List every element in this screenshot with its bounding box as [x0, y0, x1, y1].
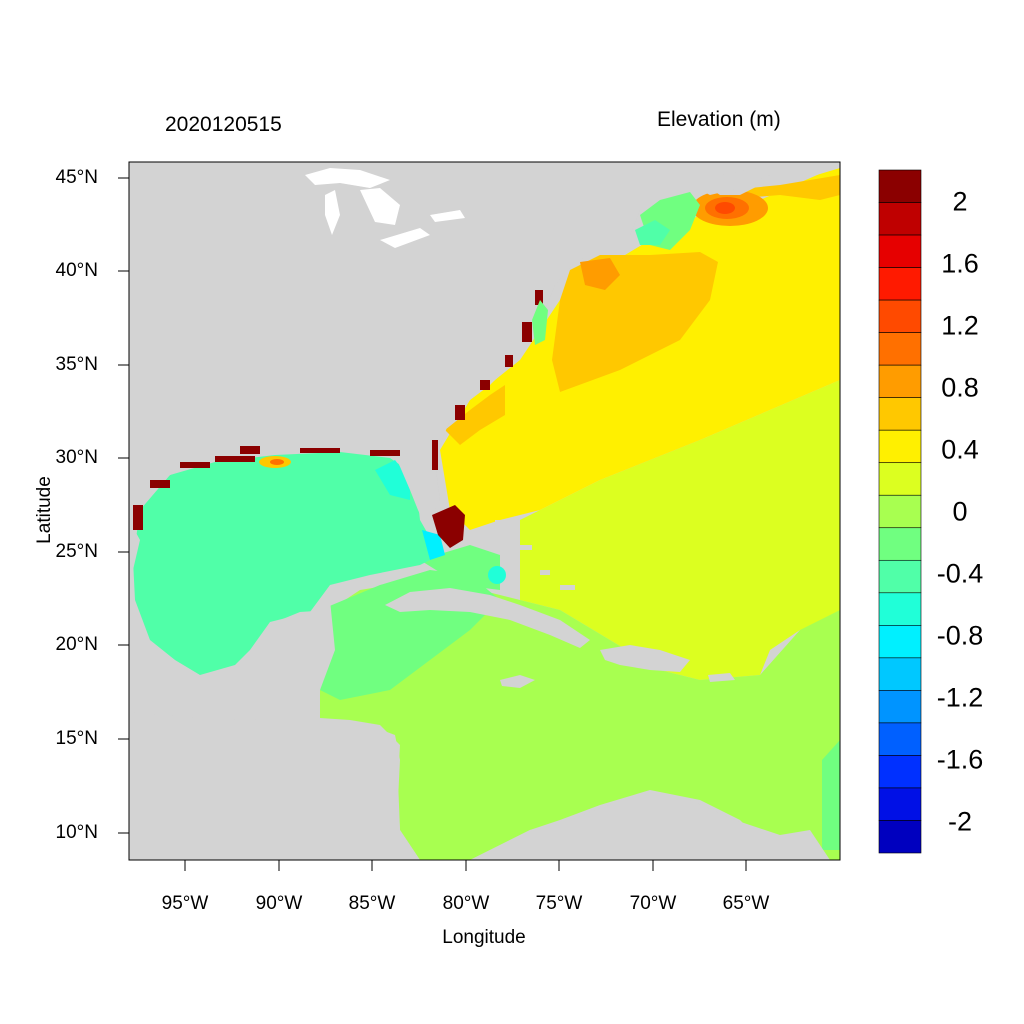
- colorbar-label: -1.2: [936, 682, 984, 713]
- chesapeake-bay-green: [532, 300, 548, 345]
- variable-label: Elevation (m): [657, 108, 781, 131]
- colorbar-label: 1.6: [941, 248, 979, 279]
- map-frame: [128, 161, 841, 861]
- y-tick-labels: 45°N 40°N 35°N 30°N 25°N 20°N 15°N 10°N: [0, 0, 98, 1024]
- x-tick-label: 70°W: [629, 893, 677, 914]
- colorbar-label: -0.4: [936, 558, 984, 589]
- y-tick-label: 20°N: [55, 634, 98, 655]
- colorbar-box: [878, 625, 922, 659]
- colorbar: [878, 169, 922, 854]
- lesser-antilles-green: [822, 740, 840, 850]
- colorbar-label: -1.6: [936, 744, 984, 775]
- colorbar-box: [878, 397, 922, 431]
- hispaniola-land: [600, 645, 690, 672]
- y-tick-label: 25°N: [55, 541, 98, 562]
- colorbar-label: 0: [952, 496, 968, 527]
- central-america-land: [129, 712, 420, 860]
- colorbar-label: 0.8: [941, 372, 979, 403]
- southeast-coast-orange: [445, 385, 505, 445]
- y-axis-label: Latitude: [34, 476, 55, 544]
- x-tick-label: 90°W: [255, 893, 303, 914]
- colorbar-label: -2: [947, 806, 973, 837]
- florida-land: [395, 455, 432, 525]
- x-tick-label: 75°W: [535, 893, 583, 914]
- colorbar-box: [878, 299, 922, 333]
- colorbar-box: [878, 820, 922, 854]
- gulf-cyan-patch: [375, 460, 410, 500]
- colorbar-box: [878, 332, 922, 366]
- nova-scotia-land: [690, 168, 770, 195]
- east-coast-surge: [432, 290, 543, 470]
- bahamas-anomaly: [488, 566, 506, 584]
- bahamas-islands: [495, 520, 575, 590]
- colorbar-box: [878, 755, 922, 789]
- north-america-land: [129, 162, 720, 520]
- y-tick-label: 40°N: [55, 260, 98, 281]
- x-tick-label: 85°W: [348, 893, 396, 914]
- louisiana-surge-core: [270, 459, 284, 465]
- colorbar-box: [878, 690, 922, 724]
- colorbar-box: [878, 494, 922, 529]
- x-tick-label: 65°W: [722, 893, 770, 914]
- florida-surge: [432, 505, 465, 548]
- colorbar-label: 1.2: [941, 310, 979, 341]
- colorbar-label: 0.4: [941, 434, 979, 465]
- gulf-of-maine-cyan: [635, 220, 670, 245]
- colorbar-box: [878, 722, 922, 756]
- y-tick-label: 45°N: [55, 167, 98, 188]
- south-america-land: [470, 795, 830, 860]
- colorbar-box: [878, 462, 922, 496]
- colorbar-box: [878, 787, 922, 821]
- gulf-coast-surge: [133, 446, 400, 530]
- colorbar-box: [878, 202, 922, 236]
- cuba-land: [385, 588, 590, 648]
- mexico-land: [129, 520, 335, 720]
- y-tick-label: 35°N: [55, 354, 98, 375]
- hotspot-core: [715, 202, 735, 214]
- colorbar-box: [878, 267, 922, 301]
- caribbean-field: [320, 580, 840, 860]
- y-tick-label: 15°N: [55, 728, 98, 749]
- x-tick-marks: [184, 860, 747, 871]
- colorbar-box: [878, 169, 922, 203]
- colorbar-box: [878, 429, 922, 464]
- colorbar-box: [878, 234, 922, 268]
- colorbar-box: [878, 657, 922, 691]
- colorbar-box: [878, 527, 922, 561]
- florida-keys-cyan: [422, 530, 445, 560]
- x-tick-label: 95°W: [161, 893, 209, 914]
- lake-huron: [360, 188, 400, 225]
- colorbar-box: [878, 592, 922, 626]
- lake-erie: [380, 228, 430, 248]
- gulf-of-mexico-field: [133, 452, 440, 675]
- y-tick-label: 10°N: [55, 822, 98, 843]
- y-tick-label: 30°N: [55, 447, 98, 468]
- x-axis-label: Longitude: [442, 927, 526, 948]
- map-panel: [129, 162, 840, 860]
- lake-michigan: [325, 190, 340, 235]
- yucatan-land: [268, 610, 330, 690]
- lake-ontario: [430, 210, 465, 222]
- atlantic-south-field: [520, 380, 840, 680]
- colorbar-label: -0.8: [936, 620, 984, 651]
- colorbar-box: [878, 559, 922, 594]
- x-tick-label: 80°W: [442, 893, 490, 914]
- date-label: 2020120515: [165, 113, 282, 136]
- gulf-of-maine-orange: [690, 175, 840, 215]
- lake-superior: [305, 168, 390, 188]
- colorbar-box: [878, 364, 922, 398]
- y-tick-marks: [118, 177, 129, 834]
- puerto-rico-land: [708, 673, 735, 682]
- colorbar-label: 2: [952, 186, 968, 217]
- jamaica-land: [500, 675, 535, 688]
- carolina-orange: [580, 258, 620, 290]
